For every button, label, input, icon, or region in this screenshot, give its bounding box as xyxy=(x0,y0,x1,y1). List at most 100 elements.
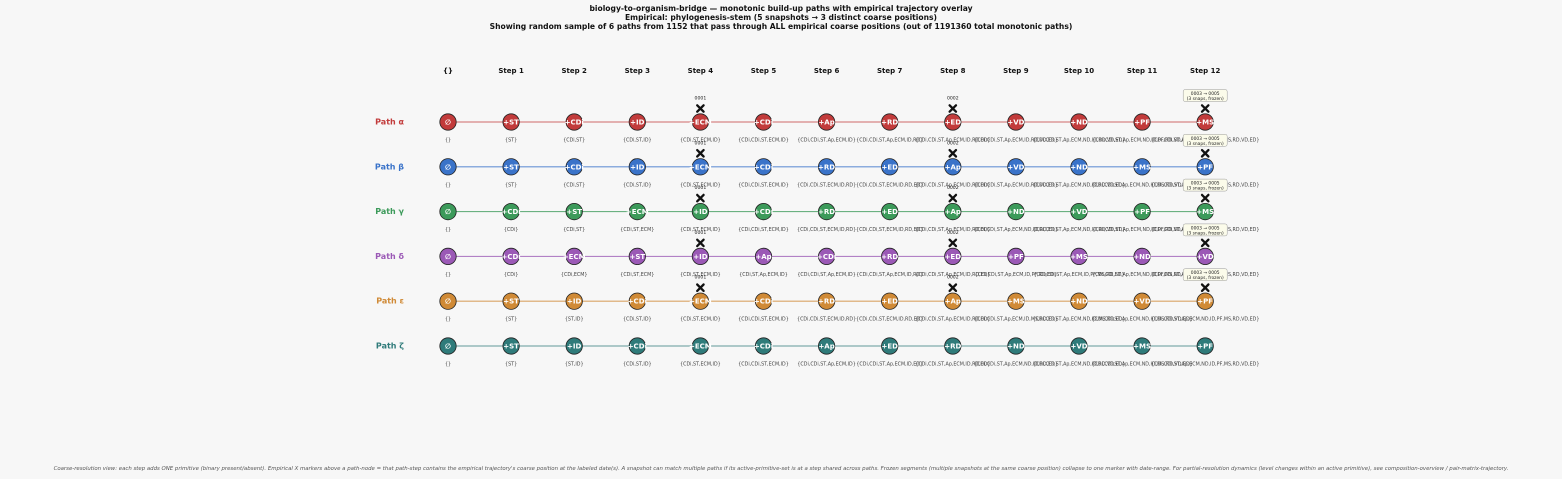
empirical-x-marker xyxy=(1200,104,1210,113)
node-label: +VD xyxy=(1070,343,1087,351)
node-label: +MS xyxy=(1133,163,1151,171)
node-label: +CDi xyxy=(754,343,773,351)
node-label: +CDi xyxy=(565,163,584,171)
path-node xyxy=(628,337,646,355)
node-label: +MS xyxy=(1196,119,1214,127)
primitive-set-label: {CDi,CDi,ST,Ap,ECM,ID,RD,ED} xyxy=(915,227,990,233)
marker-date: 0001 xyxy=(695,140,707,146)
path-label: Path γ xyxy=(375,207,404,216)
node-label: +ST xyxy=(629,253,645,261)
primitive-set-label: {CDi,CDi,ST,Ap,ECM,ND,ID,RD,VD,ED} xyxy=(1033,362,1126,368)
empirical-x-marker xyxy=(948,238,958,248)
path-label: Path ζ xyxy=(376,342,404,351)
node-label: +VD xyxy=(1070,208,1087,216)
primitive-set-label: {} xyxy=(445,362,451,368)
primitive-set-label: {ST} xyxy=(505,317,517,323)
node-label: +PF xyxy=(1008,253,1024,261)
path-node xyxy=(817,292,836,310)
marker-frozen-note: (3 snaps, frozen) xyxy=(1187,230,1224,236)
node-label: +VD xyxy=(1134,298,1151,306)
path-node xyxy=(502,113,520,131)
node-label: +ND xyxy=(1070,298,1088,306)
node-label: +ECM xyxy=(689,163,712,171)
primitive-set-label: {CDi,ST,ID} xyxy=(623,182,652,188)
marker-date: 0002 xyxy=(947,185,959,191)
path-node xyxy=(439,113,457,131)
path-node xyxy=(628,247,646,265)
primitive-set-label: {CDi,CDi,ST,ECM,ID} xyxy=(738,182,789,188)
path-node xyxy=(1070,292,1088,310)
node-label: +ECM xyxy=(689,343,712,351)
path-node xyxy=(817,247,836,265)
marker-date: 0002 xyxy=(947,140,959,146)
node-label: +ND xyxy=(1133,253,1151,261)
node-label: +ED xyxy=(945,253,962,261)
primitive-set-label: {CDi,CDi,ST,ECM,ID} xyxy=(738,317,789,323)
node-label: +PF xyxy=(1197,343,1213,351)
marker-date: 0002 xyxy=(947,96,959,102)
path-node xyxy=(502,292,520,310)
path-node xyxy=(881,337,899,355)
path-node xyxy=(439,337,457,355)
primitive-set-label: {CDi,CDi,ST,ECM,ID,RD,ED} xyxy=(856,182,923,188)
step-header: Step 7 xyxy=(877,67,903,75)
empirical-x-marker xyxy=(1200,193,1210,203)
path-node xyxy=(565,247,583,265)
primitive-set-label: {} xyxy=(445,182,451,188)
step-header: Step 8 xyxy=(940,67,966,75)
path-node xyxy=(1196,337,1214,355)
path-node xyxy=(565,158,583,176)
step-header: Step 9 xyxy=(1003,67,1029,75)
path-node xyxy=(754,203,773,221)
node-label: +ID xyxy=(630,163,644,171)
path-node xyxy=(754,247,773,265)
empirical-x-marker xyxy=(948,104,958,113)
empirical-x-marker xyxy=(948,148,958,158)
node-label: +Ap xyxy=(818,119,834,127)
path-node xyxy=(1007,158,1025,176)
empirical-x-marker xyxy=(696,104,705,113)
path-node xyxy=(628,158,646,176)
step-header: Step 4 xyxy=(688,67,714,75)
marker-date: 0001 xyxy=(695,230,707,236)
node-label: +ST xyxy=(503,119,519,127)
path-node xyxy=(439,203,457,221)
path-node xyxy=(565,203,583,221)
path-node xyxy=(1196,292,1214,310)
footer-caption: Coarse-resolution view: each step adds O… xyxy=(53,466,1509,472)
primitive-set-label: {CDi,ECM} xyxy=(561,272,588,278)
node-label: +ND xyxy=(1007,343,1025,351)
path-node xyxy=(944,203,962,221)
primitive-set-label: {ST} xyxy=(505,182,517,188)
marker-date: 0002 xyxy=(947,230,959,236)
step-header: Step 11 xyxy=(1127,67,1157,75)
path-node xyxy=(1070,247,1088,265)
node-label: +ST xyxy=(503,343,519,351)
marker-date: 0002 xyxy=(947,275,959,281)
path-node xyxy=(1133,247,1151,265)
path-node xyxy=(881,158,899,176)
primitive-set-label: {CDi,CDi,ST,Ap,ECM,ND,ID,PF,MS,RD,VD,ED} xyxy=(1151,317,1259,323)
node-label: +ND xyxy=(1070,119,1088,127)
node-label: +MS xyxy=(1007,298,1025,306)
primitive-set-label: {CDi,CDi,ST,Ap,ECM,ND,ID,PF,RD,VD,ED} xyxy=(1092,138,1192,144)
figure-title-block: biology-to-organism-bridge — monotonic b… xyxy=(0,4,1562,32)
node-label: +MS xyxy=(1196,208,1214,216)
path-node xyxy=(1196,247,1214,265)
marker-date-range: 0003 → 0005 xyxy=(1191,270,1220,276)
primitive-set-label: {CDi} xyxy=(504,272,518,278)
node-label: +Ap xyxy=(755,253,771,261)
path-node xyxy=(565,113,583,131)
path-node xyxy=(1133,203,1151,221)
node-label: +ECM xyxy=(689,298,712,306)
primitive-set-label: {CDi,CDi,ST,Ap,ECM,ID,RD,ED} xyxy=(915,317,990,323)
primitive-set-label: {CDi,CDi,ST,ECM,ID} xyxy=(738,362,789,368)
primitive-set-label: {CDi,CDi,ST,ECM,ID} xyxy=(738,227,789,233)
node-label: +PF xyxy=(1134,119,1150,127)
primitive-set-label: {CDi,ST,ECM,ID} xyxy=(680,227,721,233)
step-header: Step 6 xyxy=(814,67,840,75)
empirical-x-marker xyxy=(696,193,705,203)
primitive-set-label: {CDi,ST,ECM} xyxy=(620,227,654,233)
node-label: +VD xyxy=(1007,119,1024,127)
primitive-set-label: {CDi,CDi,ST,Ap,ECM,ND,ID,RD,VD,ED} xyxy=(1033,138,1126,144)
